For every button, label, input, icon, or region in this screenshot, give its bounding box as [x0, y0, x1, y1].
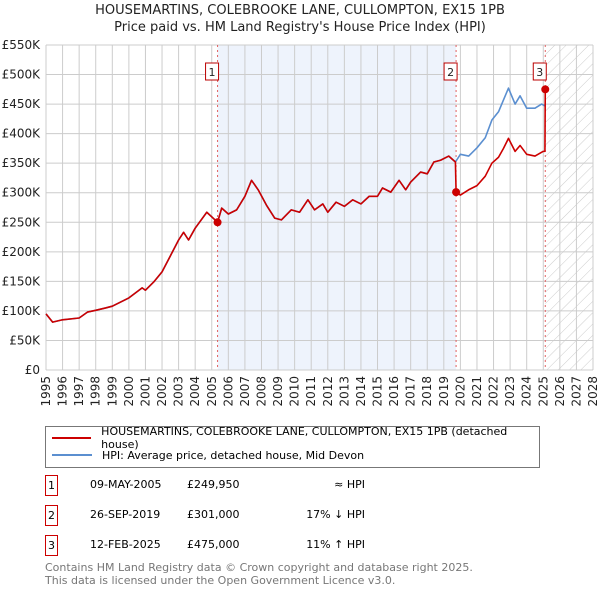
sale-date: 09-MAY-2005	[90, 478, 162, 491]
x-tick-label: 2009	[271, 376, 285, 407]
x-tick-label: 2015	[371, 376, 385, 407]
x-tick-label: 1996	[56, 376, 70, 407]
x-tick-label: 2004	[188, 376, 202, 407]
legend-label: HPI: Average price, detached house, Mid …	[102, 448, 365, 462]
x-tick-label: 1997	[72, 376, 86, 407]
footer: Contains HM Land Registry data © Crown c…	[45, 561, 473, 587]
x-tick-label: 1998	[89, 376, 103, 407]
sale-marker-box: 3	[45, 535, 58, 556]
sale-point	[452, 188, 461, 197]
x-tick-label: 2006	[221, 376, 235, 407]
x-tick-label: 2011	[304, 376, 318, 407]
sale-date: 12-FEB-2025	[90, 538, 161, 551]
sale-price: £475,000	[187, 538, 240, 551]
sale-hpi-compare: 17% ↓ HPI	[306, 508, 365, 521]
x-tick-label: 2012	[321, 376, 335, 407]
y-tick-label: £250K	[2, 215, 42, 229]
sale-label-box	[532, 62, 547, 81]
x-tick-label: 2007	[238, 376, 252, 407]
x-tick-label: 2002	[155, 376, 169, 407]
y-tick-label: £350K	[2, 156, 42, 170]
x-tick-label: 2022	[487, 376, 501, 407]
legend-item-property: HOUSEMARTINS, COLEBROOKE LANE, CULLOMPTO…	[52, 425, 539, 451]
plot-area: 1995 1996 1997 1998 1999 2000 2001 2002 2003 2004…	[2, 38, 600, 407]
x-tick-label: 2016	[387, 376, 401, 407]
x-tick-label: 2020	[453, 376, 467, 407]
x-tick-label: 2023	[503, 376, 517, 407]
x-tick-label: 2003	[172, 376, 186, 407]
x-tick-label: 2025	[536, 376, 550, 407]
x-tick-label: 1995	[39, 376, 53, 407]
x-tick-label: 2013	[337, 376, 351, 407]
y-tick-label: £450K	[2, 97, 42, 111]
sale-marker-box: 1	[45, 475, 58, 496]
y-tick-label: £300K	[2, 186, 42, 200]
chart-subtitle: Price paid vs. HM Land Registry's House …	[114, 20, 486, 35]
x-tick-label: 1999	[105, 376, 119, 407]
x-tick-label: 2028	[586, 376, 600, 407]
x-tick-label: 2010	[288, 376, 302, 407]
y-tick-label: £400K	[2, 127, 42, 141]
footer-line-2: This data is licensed under the Open Gov…	[45, 574, 396, 587]
x-tick-label: 2017	[404, 376, 418, 407]
legend-item-hpi: HPI: Average price, detached house, Mid …	[52, 447, 364, 463]
x-tick-label: 2019	[437, 376, 451, 407]
x-tick-label: 2026	[553, 376, 567, 407]
sale-label-box	[205, 62, 220, 81]
sale-date: 26-SEP-2019	[90, 508, 161, 521]
sale-point	[213, 218, 222, 227]
sale-marker-box: 2	[45, 505, 58, 526]
x-tick-label: 2021	[470, 376, 484, 407]
x-tick-label: 2000	[122, 376, 136, 407]
y-tick-label: £150K	[2, 274, 42, 288]
x-tick-label: 2018	[420, 376, 434, 407]
sale-hpi-compare: ≈ HPI	[334, 478, 365, 491]
sale-point	[541, 85, 550, 94]
sale-label: 1	[209, 66, 216, 79]
sale-label: 3	[536, 66, 543, 79]
series-line	[45, 89, 547, 323]
y-tick-label: £550K	[2, 38, 42, 52]
x-tick-label: 2008	[254, 376, 268, 407]
sale-label-box	[443, 62, 458, 81]
sale-price: £301,000	[187, 508, 240, 521]
x-tick-label: 2014	[354, 376, 368, 407]
x-tick-label: 2024	[520, 376, 534, 407]
legend: HOUSEMARTINS, COLEBROOKE LANE, CULLOMPTO…	[45, 425, 540, 468]
x-tick-label: 2005	[205, 376, 219, 407]
x-tick-label: 2027	[569, 376, 583, 407]
y-tick-label: £100K	[2, 304, 42, 318]
legend-swatch-red	[52, 437, 92, 439]
sale-hpi-compare: 11% ↑ HPI	[306, 538, 365, 551]
y-tick-label: £50K	[9, 333, 41, 347]
legend-swatch-blue	[52, 454, 92, 456]
forecast-hatch	[545, 45, 593, 370]
chart-title: HOUSEMARTINS, COLEBROOKE LANE, CULLOMPTO…	[95, 3, 505, 18]
y-tick-label: £0	[25, 363, 40, 377]
legend-label: HOUSEMARTINS, COLEBROOKE LANE, CULLOMPTO…	[101, 425, 508, 451]
footer-line-1: Contains HM Land Registry data © Crown c…	[45, 561, 473, 574]
y-tick-label: £200K	[2, 245, 42, 259]
sale-label: 2	[447, 66, 454, 79]
sale-price: £249,950	[187, 478, 240, 491]
shaded-region	[217, 45, 457, 370]
y-tick-label: £500K	[2, 68, 42, 82]
x-tick-label: 2001	[138, 376, 152, 407]
